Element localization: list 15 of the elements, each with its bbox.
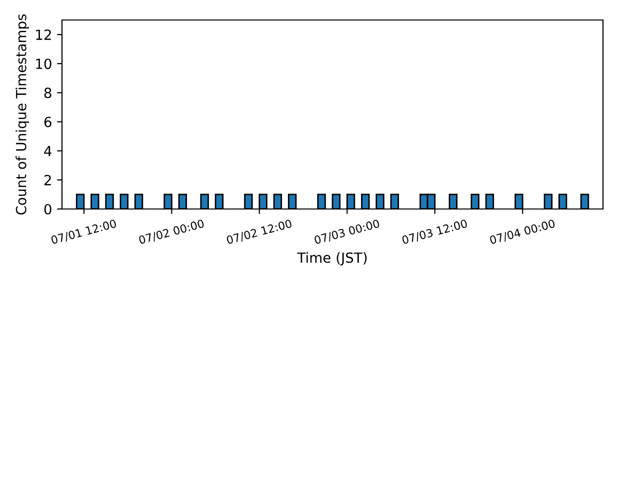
- y-tick-label: 8: [44, 88, 52, 98]
- x-tick-label: 07/02 00:00: [138, 219, 205, 246]
- y-axis-title: Count of Unique Timestamps: [16, 14, 30, 215]
- x-axis-title: Time (JST): [297, 252, 367, 266]
- x-tick-label: 07/02 12:00: [226, 219, 292, 246]
- y-tick-label: 2: [44, 174, 51, 186]
- x-tick-label: 07/04 00:00: [489, 219, 556, 246]
- y-tick-label: 0: [44, 204, 52, 214]
- y-tick-label: 10: [36, 58, 52, 70]
- y-tick-label: 4: [44, 146, 52, 156]
- x-tick-label: 07/03 00:00: [314, 219, 380, 246]
- x-tick-label: 07/01 12:00: [50, 219, 117, 246]
- y-tick-label: 6: [44, 116, 52, 128]
- x-tick-label: 07/03 12:00: [402, 219, 468, 246]
- y-tick-label: 12: [36, 30, 51, 40]
